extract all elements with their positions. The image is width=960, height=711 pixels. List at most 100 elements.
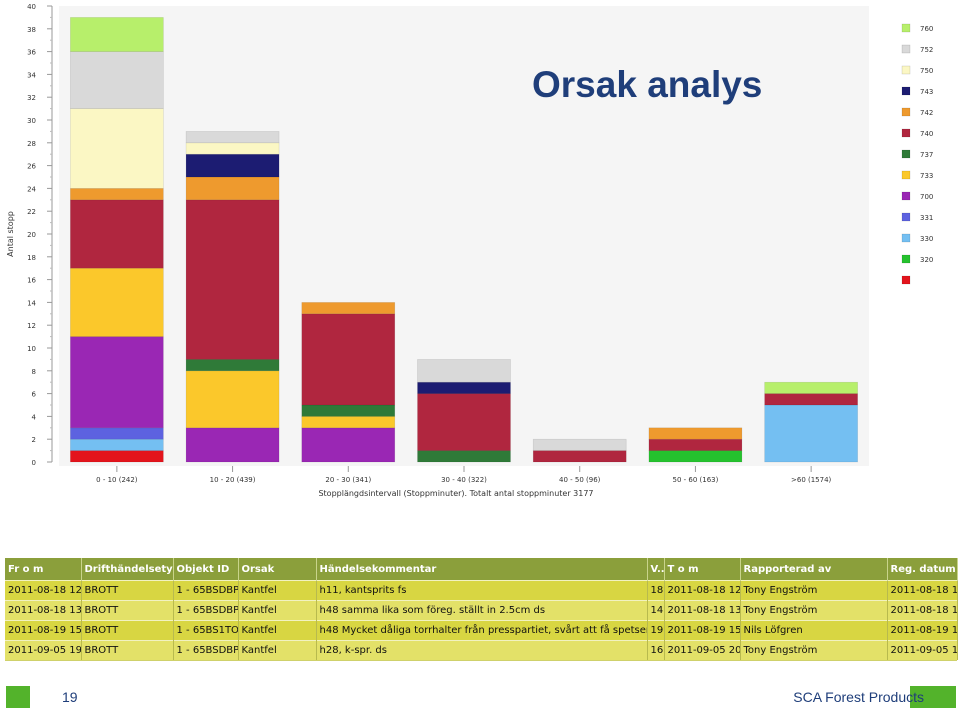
bar-segment-740 — [648, 438, 743, 451]
legend-swatch-750 — [901, 65, 911, 75]
cell-comment: h48 Mycket dåliga torrhalter från pressp… — [316, 620, 648, 641]
event-table: Fr o m Drifthändelsetyp Objekt ID Orsak … — [5, 558, 958, 660]
cell-comment: h48 samma lika som föreg. ställt in 2.5c… — [316, 600, 648, 621]
legend-swatch-752 — [901, 44, 911, 54]
y-tick-label: 24 — [27, 185, 36, 193]
column-header[interactable]: Händelsekommentar — [316, 558, 648, 581]
bar-segment-733 — [70, 267, 164, 337]
x-tick-label: 40 - 50 (96) — [559, 476, 601, 484]
y-tick-label: 40 — [27, 3, 36, 11]
legend-swatch-700 — [901, 191, 911, 201]
cell-object-id: 1 - 65BS1TORK — [173, 620, 239, 641]
cell-from: 2011-08-19 15:40 — [5, 620, 82, 641]
legend-label: 760 — [920, 25, 933, 33]
table-row[interactable]: 2011-08-18 13:39 BROTT 1 - 65BSDBPR Kant… — [5, 600, 958, 621]
legend-label: 320 — [920, 256, 933, 264]
y-tick-label: 12 — [27, 322, 36, 330]
legend-swatch-331 — [901, 212, 911, 222]
legend-label: 742 — [920, 109, 933, 117]
bar-segment-740 — [417, 393, 511, 451]
bar-segment-742 — [185, 176, 280, 201]
cell-reported-by: Tony Engström — [740, 580, 888, 601]
y-tick-label: 28 — [27, 140, 36, 148]
table-row[interactable]: 2011-09-05 19:45 BROTT 1 - 65BSDBPR Kant… — [5, 640, 958, 660]
cell-comment: h28, k-spr. ds — [316, 640, 648, 660]
column-header[interactable]: Objekt ID — [173, 558, 239, 581]
legend-label: 743 — [920, 88, 933, 96]
legend: 760 752 750 743 742 740 737 733 700 331 330 320 — [901, 23, 933, 285]
y-tick-label: 2 — [32, 436, 36, 444]
cell-cause: Kantfel — [238, 620, 317, 641]
bars — [70, 17, 858, 463]
cell-comment: h11, kantsprits fs — [316, 580, 648, 601]
bar-segment-742 — [648, 427, 743, 440]
bar-segment-330 — [70, 438, 164, 451]
cell-v: 19 — [647, 620, 665, 641]
x-tick-label: >60 (1574) — [791, 476, 832, 484]
table-row[interactable]: 2011-08-19 15:40 BROTT 1 - 65BS1TORK Kan… — [5, 620, 958, 641]
column-header[interactable]: Orsak — [238, 558, 317, 581]
cell-object-id: 1 - 65BSDBPR — [173, 580, 239, 601]
legend-label: 737 — [920, 151, 933, 159]
y-tick-label: 0 — [32, 459, 36, 467]
y-tick-label: 38 — [27, 26, 36, 34]
legend-swatch-red — [901, 275, 911, 285]
legend-swatch-743 — [901, 86, 911, 96]
cell-cause: Kantfel — [238, 580, 317, 601]
page-number: 19 — [62, 689, 78, 705]
bar-segment-740 — [70, 199, 164, 269]
legend-swatch-330 — [901, 233, 911, 243]
bar-segment-752 — [185, 131, 280, 144]
cell-type: BROTT — [81, 640, 174, 660]
bar-segment-700 — [70, 336, 164, 429]
legend-label: 700 — [920, 193, 933, 201]
cell-object-id: 1 - 65BSDBPR — [173, 640, 239, 660]
y-tick-label: 30 — [27, 117, 36, 125]
cell-type: BROTT — [81, 620, 174, 641]
bar-segment-740 — [301, 313, 396, 406]
bar-segment-760 — [70, 17, 164, 52]
column-header[interactable]: Reg. datum — [887, 558, 958, 581]
cell-to: 2011-09-05 20:01 — [664, 640, 741, 660]
bar-segment-700 — [185, 427, 280, 463]
cell-reported-by: Tony Engström — [740, 640, 888, 660]
bar-segment-331 — [70, 427, 164, 440]
column-header[interactable]: Fr o m — [5, 558, 82, 581]
y-axis-title: Antal stopp — [6, 211, 15, 257]
bar-segment-750 — [70, 108, 164, 189]
bar-segment-750 — [185, 142, 280, 155]
y-tick-label: 36 — [27, 49, 36, 57]
bar-segment-752 — [532, 438, 627, 451]
bar-segment-743 — [185, 153, 280, 178]
column-header[interactable]: V... — [647, 558, 665, 581]
legend-swatch-737 — [901, 149, 911, 159]
table-row[interactable]: 2011-08-18 12:09 BROTT 1 - 65BSDBPR Kant… — [5, 580, 958, 601]
cell-reg-date: 2011-08-18 13:53 — [887, 600, 958, 621]
cell-reg-date: 2011-08-19 15:59 — [887, 620, 958, 641]
bar-segment-737 — [301, 404, 396, 417]
column-header[interactable]: Drifthändelsetyp — [81, 558, 174, 581]
column-header[interactable]: T o m — [664, 558, 741, 581]
cell-v: 14 — [647, 600, 665, 621]
y-tick-label: 18 — [27, 254, 36, 262]
cell-from: 2011-09-05 19:45 — [5, 640, 82, 660]
table-header-row: Fr o m Drifthändelsetyp Objekt ID Orsak … — [5, 558, 958, 581]
legend-label: 752 — [920, 46, 933, 54]
cell-object-id: 1 - 65BSDBPR — [173, 600, 239, 621]
bar-segment-760 — [764, 381, 858, 394]
slide-footer: 19 SCA Forest Products — [6, 686, 956, 708]
legend-label: 750 — [920, 67, 933, 75]
bar-segment-700 — [301, 427, 396, 463]
x-axis-title: Stopplängdsintervall (Stoppminuter). Tot… — [318, 489, 593, 498]
cell-type: BROTT — [81, 580, 174, 601]
bar-segment-742 — [301, 302, 396, 315]
company-name: SCA Forest Products — [793, 689, 924, 705]
bar-segment-733 — [185, 370, 280, 429]
column-header[interactable]: Rapporterad av — [740, 558, 888, 581]
legend-label: 740 — [920, 130, 933, 138]
bar-segment-733 — [301, 416, 396, 429]
bar-segment-740 — [185, 199, 280, 360]
cell-from: 2011-08-18 12:09 — [5, 580, 82, 601]
y-tick-label: 32 — [27, 94, 36, 102]
